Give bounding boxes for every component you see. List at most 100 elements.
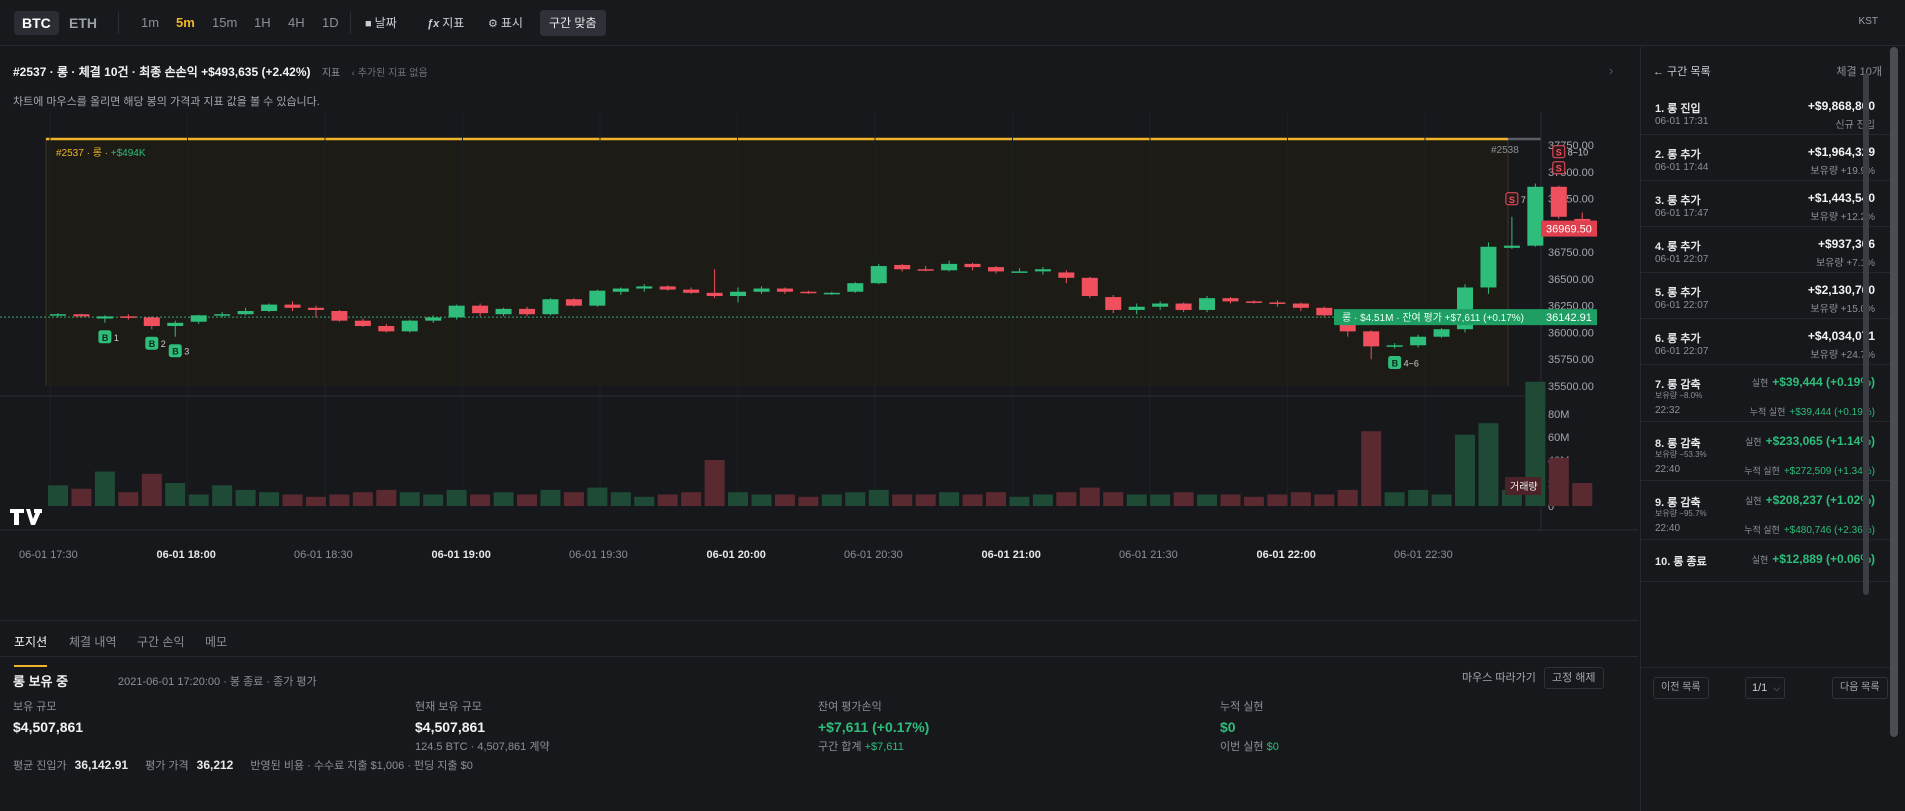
volume-bar bbox=[1032, 494, 1053, 506]
volume-bar bbox=[329, 494, 350, 506]
volume-bar bbox=[1548, 457, 1569, 506]
candle-body bbox=[190, 315, 207, 322]
timeframe-1h[interactable]: 1H bbox=[254, 15, 271, 30]
display-button[interactable]: ⚙ 표시 bbox=[488, 13, 523, 33]
volume-bar bbox=[892, 494, 913, 506]
chart-panel: #2537 · 롱 · 체결 10건 · 최종 손손익 +$493,635 (+… bbox=[0, 47, 1638, 619]
volume-bar bbox=[71, 488, 92, 506]
candle-body bbox=[472, 305, 489, 314]
cumulative-label: 누적 실현 bbox=[1744, 466, 1780, 476]
volume-bar bbox=[1220, 494, 1241, 506]
candle-body bbox=[1245, 301, 1262, 303]
tab-segment-pnl[interactable]: 구간 손익 bbox=[137, 635, 185, 649]
segment-pnl: +$494K bbox=[111, 148, 146, 159]
avg-entry-label: 평균 진입가 bbox=[13, 760, 67, 772]
candle-body bbox=[448, 305, 465, 318]
candle-body bbox=[706, 292, 723, 297]
fill-title: 6. 롱 추가 bbox=[1655, 333, 1701, 345]
fill-list-item[interactable]: 7. 롱 감축 실현 +$39,444 (+0.19%) 보유량 −8.0% 22:32… bbox=[1641, 365, 1891, 422]
page-select[interactable]: 1/1 ⌵ bbox=[1745, 677, 1785, 699]
timeframe-1m[interactable]: 1m bbox=[141, 15, 160, 30]
chevron-right-icon[interactable]: › bbox=[1609, 63, 1614, 78]
symbol-tab-btc[interactable]: BTC bbox=[14, 11, 59, 35]
fill-list-item[interactable]: 10. 롱 종료 실현 +$12,889 (+0.06%) bbox=[1641, 542, 1891, 582]
volume-bar bbox=[1126, 494, 1147, 506]
candle-body bbox=[331, 311, 348, 321]
candle-body bbox=[519, 308, 535, 315]
page-scrollbar[interactable] bbox=[1890, 47, 1898, 737]
indicator-button[interactable]: ƒx 지표 bbox=[427, 13, 464, 33]
position-meta: 2021-06-01 17:20:00 · 봉 종료 · 종가 평가 bbox=[118, 676, 317, 688]
volume-bar bbox=[657, 494, 678, 506]
fill-realized: 실현 +$39,444 (+0.19%) bbox=[1752, 375, 1875, 389]
fill-detail: 보유량 +12.2% bbox=[1810, 212, 1875, 223]
fill-list-item[interactable]: 4. 롱 추가 +$937,306 06-01 22:07 보유량 +7.1% bbox=[1641, 227, 1891, 273]
fill-time: 22:40 bbox=[1655, 464, 1681, 475]
sell-marker: S 8~10 bbox=[1552, 145, 1588, 159]
candle-body bbox=[1386, 345, 1403, 347]
fit-range-button[interactable]: 구간 맞춤 bbox=[540, 10, 606, 36]
realized-label: 실현 bbox=[1751, 555, 1769, 565]
volume-bar bbox=[399, 492, 420, 506]
volume-bar bbox=[141, 473, 162, 506]
next-page-button[interactable]: 다음 목록 bbox=[1832, 677, 1888, 699]
timezone-label: KST bbox=[1858, 16, 1878, 27]
timeframe-5m[interactable]: 5m bbox=[176, 15, 195, 30]
volume-bar bbox=[915, 494, 936, 506]
fx-icon: ƒx bbox=[427, 18, 440, 30]
candle-body bbox=[589, 290, 606, 306]
fill-time: 06-01 22:07 bbox=[1655, 300, 1709, 311]
fill-realized: 실현 +$233,065 (+1.14%) bbox=[1745, 434, 1875, 448]
volume-bar bbox=[821, 494, 842, 506]
sell-marker-badge bbox=[1552, 161, 1566, 175]
candle-body bbox=[1363, 331, 1380, 347]
timeframe-1d[interactable]: 1D bbox=[322, 15, 339, 30]
candle-body bbox=[776, 288, 793, 292]
unpin-button[interactable]: 고정 해제 bbox=[1544, 667, 1604, 689]
tab-fills[interactable]: 체결 내역 bbox=[69, 635, 117, 649]
chevron-down-icon: ⌵ bbox=[1773, 683, 1780, 693]
fill-list-item[interactable]: 1. 롱 진입 +$9,868,800 06-01 17:31 신규 진입 bbox=[1641, 89, 1891, 135]
time-tick-label: 06-01 18:00 bbox=[157, 549, 216, 561]
candle-body bbox=[917, 269, 934, 271]
cumulative-amount: +$272,509 (+1.34%) bbox=[1783, 466, 1875, 477]
follow-mouse-button[interactable]: 마우스 따라가기 bbox=[1462, 672, 1536, 684]
date-button[interactable]: ■ 날짜 bbox=[365, 13, 397, 33]
fill-list-item[interactable]: 6. 롱 추가 +$4,034,071 06-01 22:07 보유량 +24.7% bbox=[1641, 319, 1891, 365]
candle-body bbox=[1081, 277, 1098, 297]
volume-bar bbox=[1079, 487, 1100, 506]
eval-price-value: 36,212 bbox=[196, 758, 234, 772]
back-to-segments-link[interactable]: ← 구간 목록 bbox=[1653, 66, 1711, 78]
symbol-tab-eth[interactable]: ETH bbox=[69, 15, 97, 31]
fill-list-item[interactable]: 9. 롱 감축 실현 +$208,237 (+1.02%) 보유량 −95.7% 22:… bbox=[1641, 483, 1891, 540]
realized-label: 실현 bbox=[1745, 437, 1762, 447]
list-scrollbar[interactable] bbox=[1863, 73, 1869, 595]
tab-position[interactable]: 포지션 bbox=[14, 633, 48, 667]
volume-tick-label: 80M bbox=[1548, 409, 1569, 421]
volume-bar bbox=[774, 494, 795, 506]
fill-cumulative: 누적 실현 +$39,444 (+0.19%) bbox=[1750, 405, 1875, 418]
prev-page-button[interactable]: 이전 목록 bbox=[1653, 677, 1709, 699]
candle-body bbox=[73, 314, 90, 317]
tab-memo[interactable]: 메모 bbox=[205, 635, 228, 649]
timeframe-15m[interactable]: 15m bbox=[212, 15, 238, 30]
stat-sub-value: $0 bbox=[1266, 741, 1279, 753]
indicator-label: 지표 bbox=[442, 16, 465, 30]
buy-marker-badge bbox=[1388, 356, 1402, 370]
eval-price-label: 평가 가격 bbox=[145, 760, 189, 772]
candle-body bbox=[800, 291, 817, 294]
volume-tick-label: 60M bbox=[1548, 432, 1569, 444]
volume-bar bbox=[165, 483, 186, 506]
fill-list-item[interactable]: 3. 롱 추가 +$1,443,540 06-01 17:47 보유량 +12.2% bbox=[1641, 181, 1891, 227]
fill-list-item[interactable]: 2. 롱 추가 +$1,964,329 06-01 17:44 보유량 +19.9% bbox=[1641, 135, 1891, 181]
timeframe-4h[interactable]: 4H bbox=[288, 15, 305, 30]
sell-marker: S bbox=[1552, 161, 1566, 175]
volume-bar bbox=[1173, 492, 1194, 506]
candle-body bbox=[1128, 306, 1145, 310]
price-chart[interactable]: #2537 · 롱 · +$494K #2538 37750.0037500.003… bbox=[0, 112, 1638, 612]
stat-value: +$7,611 (+0.17%) bbox=[818, 719, 930, 735]
volume-bar bbox=[1290, 492, 1311, 506]
fill-list-item[interactable]: 5. 롱 추가 +$2,130,760 06-01 22:07 보유량 +15.0% bbox=[1641, 273, 1891, 319]
fill-list-item[interactable]: 8. 롱 감축 실현 +$233,065 (+1.14%) 보유량 −53.3% 22:… bbox=[1641, 424, 1891, 481]
